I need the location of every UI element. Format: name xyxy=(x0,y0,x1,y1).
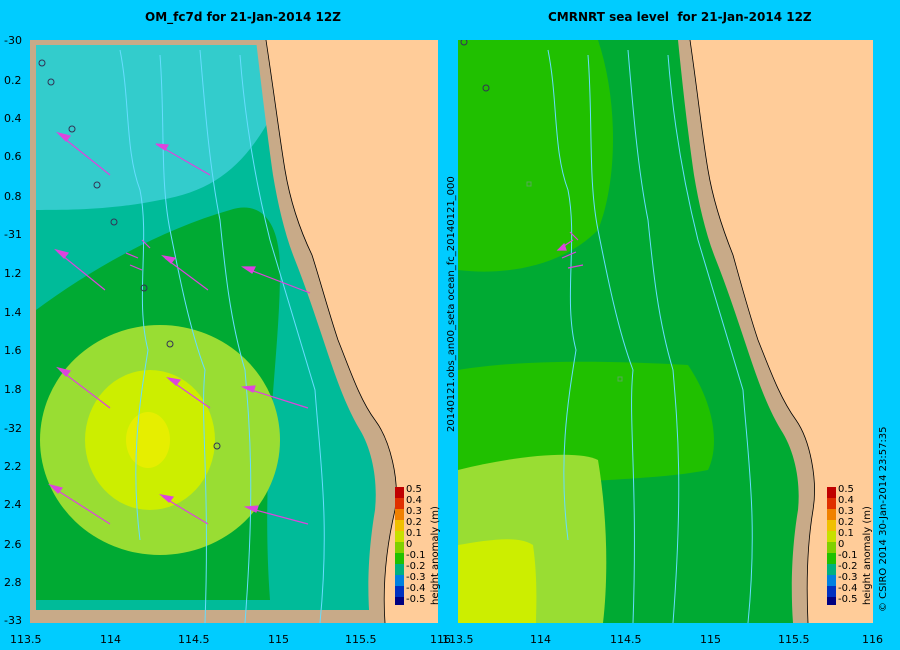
colorbar-label: -0.5 xyxy=(406,594,426,605)
colorbar-label: 0.2 xyxy=(838,517,854,528)
colorbar-label: 0.5 xyxy=(838,484,854,495)
colorbar-label: -0.3 xyxy=(406,572,426,583)
credit-text: © CSIRO 2014 30-Jan-2014 23:57:35 xyxy=(878,426,889,612)
y-tick: 0.4 xyxy=(4,112,22,125)
colorbar-label: 0 xyxy=(406,539,413,550)
y-tick: 1.6 xyxy=(4,344,22,357)
y-tick: 0.2 xyxy=(4,74,22,87)
colorbar-label: 0.4 xyxy=(406,495,422,506)
right-x-tick: 113.5 xyxy=(442,633,474,646)
y-tick: 2.8 xyxy=(4,576,22,589)
colorbar-label: -0.2 xyxy=(838,561,858,572)
colorbar-label: 0.2 xyxy=(406,517,422,528)
right-x-tick: 114.5 xyxy=(610,633,642,646)
right-lightgreen-field xyxy=(458,40,613,272)
right-panel-title: CMRNRT sea level for 21-Jan-2014 12Z xyxy=(548,10,812,24)
left-contour xyxy=(119,49,149,541)
colorbar-label: -0.4 xyxy=(838,583,858,594)
left-shelf xyxy=(256,40,397,623)
y-tick: 2.4 xyxy=(4,498,22,511)
right-x-tick: 114 xyxy=(530,633,551,646)
left-colorbar-title: height anomaly (m) xyxy=(430,506,441,605)
colorbar-label: -0.4 xyxy=(406,583,426,594)
colorbar-label: 0.3 xyxy=(838,506,854,517)
right-contour xyxy=(587,54,635,623)
colorbar-label: -0.3 xyxy=(838,572,858,583)
right-yellow-field xyxy=(458,539,537,623)
left-land xyxy=(266,40,438,623)
left-x-tick: 116 xyxy=(430,633,451,646)
y-tick: 1.4 xyxy=(4,306,22,319)
colorbar-label: -0.2 xyxy=(406,561,426,572)
right-contour xyxy=(627,49,680,623)
y-tick: -31 xyxy=(4,228,22,241)
right-x-tick: 115 xyxy=(700,633,721,646)
right-map xyxy=(458,40,873,623)
colorbar-label: 0.5 xyxy=(406,484,422,495)
left-x-tick: 115.5 xyxy=(345,633,377,646)
right-contour xyxy=(667,54,753,623)
right-colorbar xyxy=(827,487,836,605)
colorbar-label: 0.4 xyxy=(838,495,854,506)
y-tick: 0.8 xyxy=(4,190,22,203)
colorbar-label: -0.5 xyxy=(838,594,858,605)
left-x-tick: 113.5 xyxy=(10,633,42,646)
left-contour xyxy=(159,54,207,623)
right-x-tick: 116 xyxy=(862,633,883,646)
y-tick: 2.6 xyxy=(4,538,22,551)
y-tick: 0.6 xyxy=(4,150,22,163)
right-side-label: 20140121.obs_an00_seta ocean_fc_20140121… xyxy=(446,176,457,432)
y-tick: -30 xyxy=(4,34,22,47)
y-tick: 1.8 xyxy=(4,383,22,396)
left-yellow-core xyxy=(126,412,170,468)
colorbar-label: 0 xyxy=(838,539,845,550)
right-land xyxy=(690,40,873,623)
left-x-tick: 115 xyxy=(268,633,289,646)
left-colorbar xyxy=(395,487,404,605)
y-tick: 1.2 xyxy=(4,267,22,280)
left-cyan-field xyxy=(36,45,280,210)
left-contour xyxy=(199,49,252,623)
y-tick: -32 xyxy=(4,422,22,435)
right-shelf xyxy=(678,40,815,623)
colorbar-label: 0.1 xyxy=(406,528,422,539)
colorbar-label: -0.1 xyxy=(406,550,426,561)
right-x-tick: 115.5 xyxy=(778,633,810,646)
right-colorbar-title: height anomaly (m) xyxy=(862,506,873,605)
left-panel-title: OM_fc7d for 21-Jan-2014 12Z xyxy=(145,10,341,24)
left-map xyxy=(30,40,438,623)
colorbar-label: -0.1 xyxy=(838,550,858,561)
left-x-tick: 114 xyxy=(100,633,121,646)
left-x-tick: 114.5 xyxy=(178,633,210,646)
right-contour xyxy=(547,49,577,541)
y-tick: -33 xyxy=(4,614,22,627)
left-contour xyxy=(239,54,325,623)
y-tick: 2.2 xyxy=(4,460,22,473)
colorbar-label: 0.3 xyxy=(406,506,422,517)
colorbar-label: 0.1 xyxy=(838,528,854,539)
